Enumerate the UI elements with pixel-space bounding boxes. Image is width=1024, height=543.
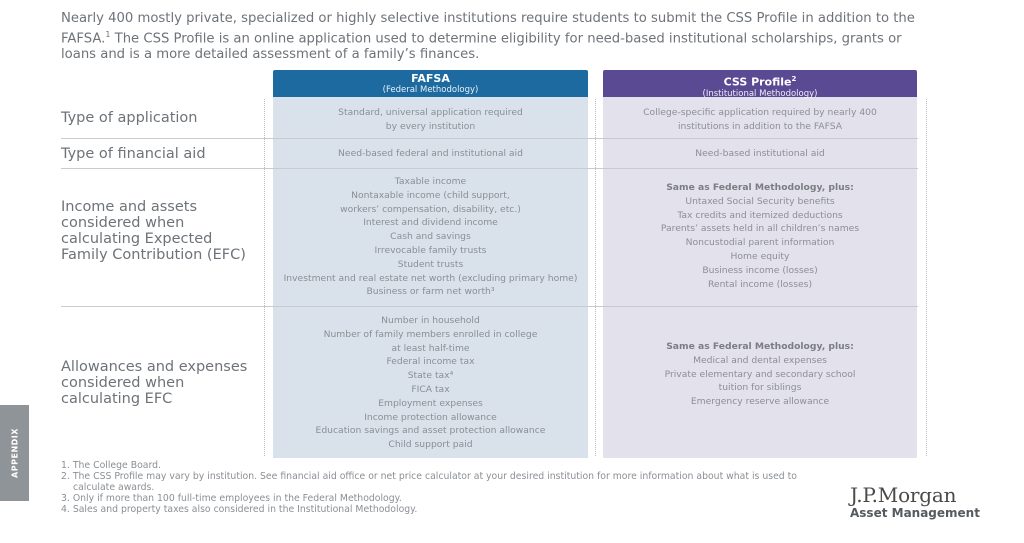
css-income-cell: Same as Federal Methodology, plus: Untax… [607, 181, 913, 291]
row-divider [61, 138, 918, 139]
list-item: Medical and dental expenses [693, 354, 827, 366]
list-item: Tax credits and itemized deductions [677, 209, 843, 221]
css-allowances-cell: Same as Federal Methodology, plus: Medic… [607, 340, 913, 409]
css-allowances-lead: Same as Federal Methodology, plus: [666, 341, 854, 352]
css-aid-cell: Need-based institutional aid [607, 147, 913, 161]
css-subtitle: (Institutional Methodology) [702, 88, 818, 99]
fafsa-column-header: FAFSA (Federal Methodology) [273, 70, 588, 97]
list-item: tuition for siblings [718, 382, 802, 394]
list-item: Home equity [730, 250, 790, 262]
css-application-cell: College-specific application required by… [607, 106, 913, 134]
fafsa-subtitle: (Federal Methodology) [382, 85, 479, 95]
list-item: Student trusts [397, 258, 464, 270]
list-item: Child support paid [388, 439, 473, 451]
list-item: Noncustodial parent information [685, 237, 835, 249]
footnote: 3. Only if more than 100 full-time emplo… [61, 493, 402, 504]
intro-text: Nearly 400 mostly private, specialized o… [61, 11, 915, 63]
footnote: 2. The CSS Profile may vary by instituti… [61, 471, 797, 493]
list-item: State tax⁴ [407, 370, 454, 382]
row-label-aid: Type of financial aid [61, 146, 206, 162]
list-item: by every institution [385, 120, 476, 132]
css-allowances-list: Medical and dental expenses Private eleme… [607, 354, 913, 409]
list-item: Rental income (losses) [707, 278, 813, 290]
fafsa-income-cell: Taxable income Nontaxable income (child s… [278, 175, 583, 299]
row-label-allowances: Allowances and expenses considered when … [61, 359, 248, 407]
fafsa-allowances-cell: Number in household Number of family memb… [278, 314, 583, 452]
appendix-side-tab: APPENDIX [0, 405, 29, 501]
css-income-list: Untaxed Social Security benefits Tax cred… [607, 195, 913, 292]
divider-dotted [264, 99, 265, 456]
list-item: Private elementary and secondary school [664, 368, 856, 380]
list-item: Irrevocable family trusts [374, 244, 487, 256]
row-divider [61, 168, 918, 169]
list-item: Business or farm net worth³ [366, 286, 495, 298]
list-item: Income protection allowance [364, 411, 497, 423]
divider-dotted [926, 99, 927, 456]
list-item: Number in household [381, 315, 480, 326]
list-item: Employment expenses [378, 397, 483, 409]
list-item: FICA tax [411, 383, 450, 395]
list-item: Education savings and asset protection a… [315, 425, 546, 437]
list-item: Standard, universal application required [338, 107, 523, 118]
jpmorgan-logo: J.P.Morgan Asset Management [850, 484, 980, 520]
list-item: Taxable income [394, 176, 467, 187]
list-item: Nontaxable income (child support, [351, 189, 510, 201]
list-item: at least half-time [391, 342, 470, 354]
list-item: Emergency reserve allowance [690, 396, 830, 408]
footnote: 1. The College Board. [61, 460, 161, 471]
list-item: Parents’ assets held in all children’s n… [660, 223, 860, 235]
fafsa-aid-cell: Need-based federal and institutional aid [278, 147, 583, 161]
list-item: Need-based institutional aid [695, 148, 825, 159]
row-label-income: Income and assets considered when calcul… [61, 199, 246, 263]
list-item: Number of family members enrolled in col… [323, 328, 538, 340]
list-item: Interest and dividend income [363, 217, 498, 229]
fafsa-column-background [273, 97, 588, 458]
list-item: workers’ compensation, disability, etc.) [340, 203, 521, 215]
divider-dotted [595, 99, 596, 456]
fafsa-title: FAFSA [411, 72, 450, 85]
list-item: Need-based federal and institutional aid [338, 148, 523, 159]
row-divider [61, 306, 918, 307]
list-item: Investment and real estate net worth (ex… [283, 272, 578, 284]
css-column-background [603, 97, 917, 458]
logo-line2: Asset Management [850, 506, 980, 520]
list-item: Cash and savings [390, 231, 471, 243]
logo-line1: J.P.Morgan [850, 483, 957, 507]
fafsa-application-cell: Standard, universal application required… [278, 106, 583, 134]
list-item: Federal income tax [386, 356, 475, 368]
list-item: Business income (losses) [702, 264, 818, 276]
css-income-lead: Same as Federal Methodology, plus: [666, 182, 854, 193]
list-item: College-specific application required by… [643, 107, 877, 118]
css-title: CSS Profile2 [723, 75, 797, 89]
row-label-application: Type of application [61, 110, 198, 126]
appendix-label: APPENDIX [10, 428, 19, 478]
list-item: Untaxed Social Security benefits [685, 195, 835, 207]
list-item: institutions in addition to the FAFSA [678, 120, 842, 132]
footnotes: 1. The College Board. 2. The CSS Profile… [61, 460, 801, 515]
css-column-header: CSS Profile2 (Institutional Methodology) [603, 70, 917, 99]
footnote: 4. Sales and property taxes also conside… [61, 504, 418, 515]
